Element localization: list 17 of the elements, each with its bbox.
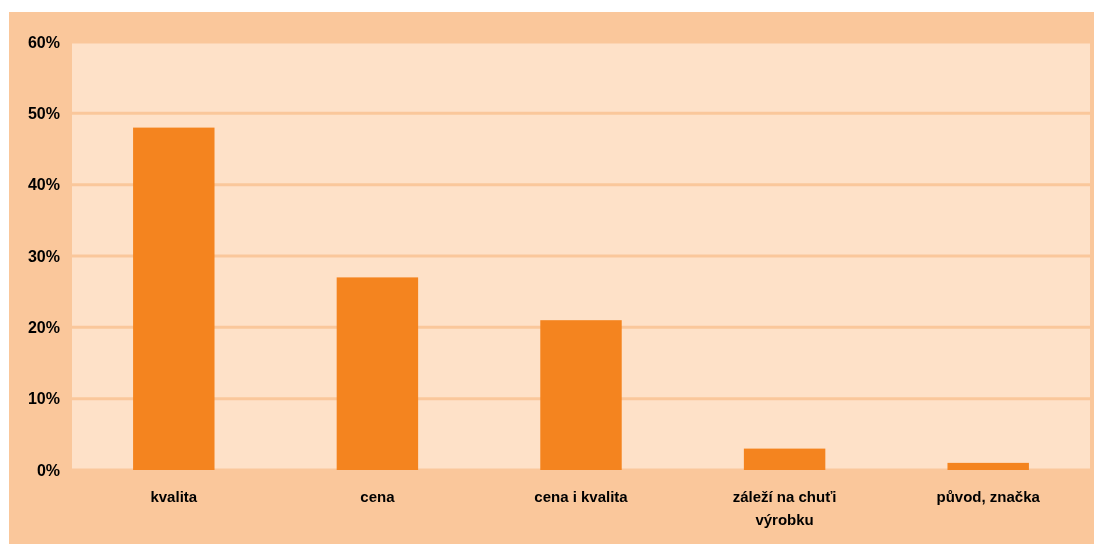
bar <box>133 127 215 470</box>
y-tick-label: 40% <box>27 176 60 194</box>
y-tick-label: 60% <box>27 33 60 51</box>
x-tick-label: záleží na chuťi výrobku <box>732 488 837 528</box>
y-tick-label: 50% <box>27 104 60 122</box>
bar <box>540 320 622 470</box>
bar <box>947 462 1029 470</box>
x-tick-label: cena i kvalita <box>534 488 629 505</box>
y-tick-label: 30% <box>27 247 60 265</box>
x-tick-label: cena <box>360 488 396 505</box>
x-tick-label: původ, značka <box>936 488 1041 505</box>
bar <box>743 448 826 470</box>
y-tick-label: 10% <box>27 390 60 408</box>
y-tick-label: 20% <box>27 318 60 336</box>
bar <box>336 277 419 470</box>
x-tick-label: kvalita <box>150 488 198 505</box>
y-tick-label: 0% <box>36 461 60 479</box>
